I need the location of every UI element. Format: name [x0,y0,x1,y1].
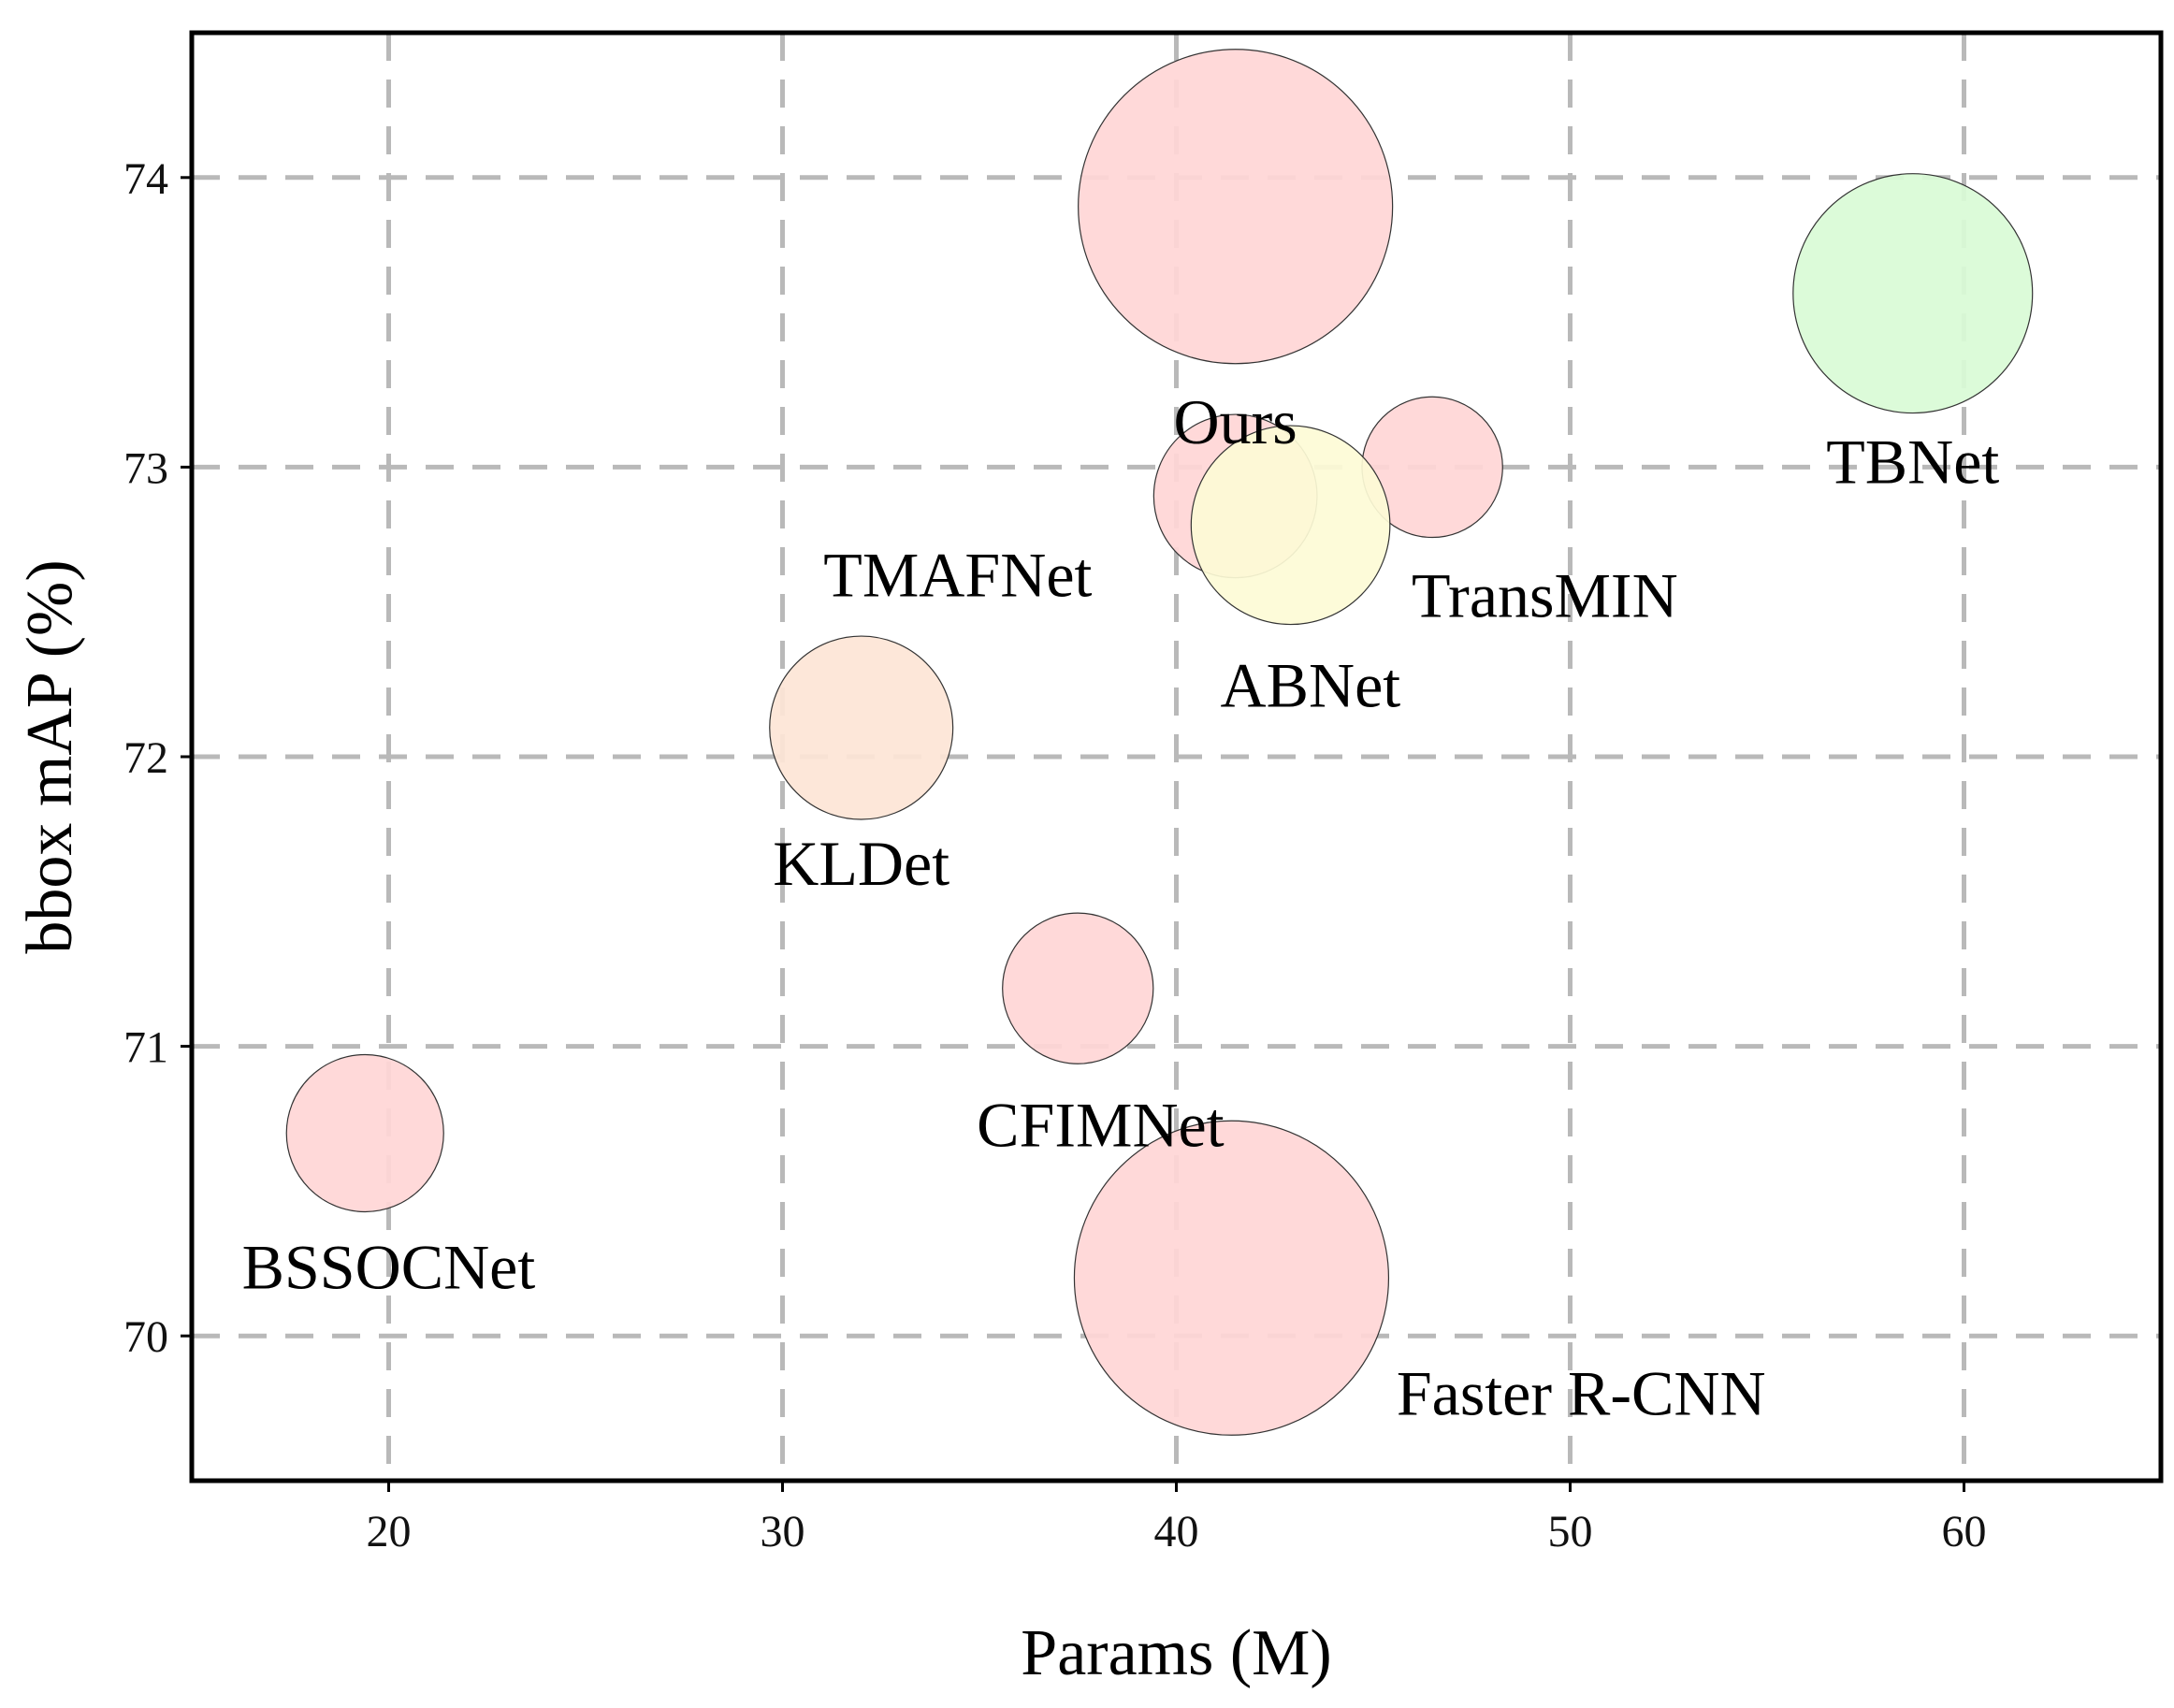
bubble-faster-r-cnn [1073,1120,1390,1436]
point-label-kldet: KLDet [773,828,949,899]
x-tick-label: 40 [1154,1507,1199,1556]
y-axis-title: bbox mAP (%) [14,559,86,953]
point-label-ours: Ours [1174,386,1297,457]
point-label-faster-r-cnn: Faster R-CNN [1397,1357,1766,1428]
point-label-bssocnet: BSSOCNet [242,1231,536,1302]
bubble-ours [1078,49,1394,365]
point-label-abnet: ABNet [1221,650,1401,721]
y-axis-ticks: 70 71 72 73 74 [123,154,192,1362]
y-tick-label: 73 [123,443,168,493]
x-tick-label: 60 [1942,1507,1987,1556]
bubble-bssocnet [285,1053,444,1213]
x-axis-title: Params (M) [1021,1617,1331,1689]
point-label-cfimnet: CFIMNet [977,1089,1225,1160]
x-tick-label: 50 [1548,1507,1593,1556]
y-tick-label: 74 [123,154,168,204]
point-labels: Ours TBNet TransMIN TMAFNet ABNet KLDet CFIMNe… [242,386,2000,1429]
bubbles [285,49,2034,1436]
y-tick-label: 72 [123,733,168,783]
x-tick-label: 20 [367,1507,412,1556]
y-tick-label: 70 [123,1312,168,1362]
x-tick-label: 30 [761,1507,805,1556]
bubble-kldet [769,635,954,820]
point-label-tmafnet: TMAFNet [823,539,1092,610]
point-label-tbnet: TBNet [1826,427,1999,498]
bubble-abnet [1190,425,1391,626]
y-tick-label: 71 [123,1023,168,1073]
bubble-tbnet [1792,173,2034,414]
bubble-cfimnet [1002,912,1154,1064]
x-axis-ticks: 20 30 40 50 60 [367,1481,1987,1556]
point-label-transmin: TransMIN [1412,560,1678,631]
